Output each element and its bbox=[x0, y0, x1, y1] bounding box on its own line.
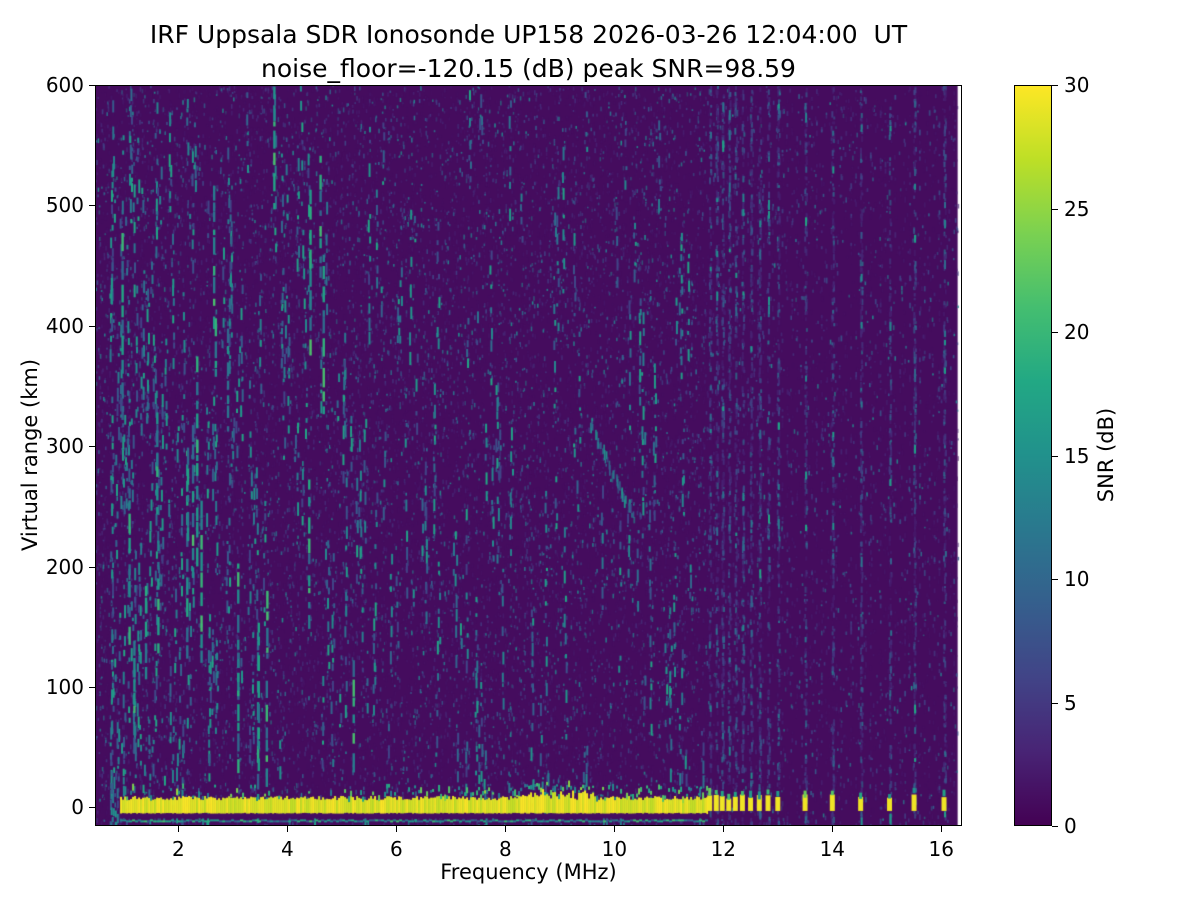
colorbar-tick-label: 15 bbox=[1064, 443, 1090, 468]
y-tick-mark bbox=[89, 807, 95, 809]
colorbar-tick-mark bbox=[1052, 826, 1058, 827]
x-tick-mark bbox=[614, 826, 616, 832]
ionogram-heatmap bbox=[95, 85, 962, 826]
y-tick-label: 100 bbox=[45, 674, 84, 699]
y-tick-label: 500 bbox=[45, 193, 84, 218]
x-tick-mark bbox=[396, 826, 398, 832]
x-tick-mark bbox=[505, 826, 507, 832]
x-tick-label: 4 bbox=[280, 837, 294, 861]
colorbar-tick-mark bbox=[1052, 579, 1058, 580]
y-tick-mark bbox=[89, 325, 95, 327]
colorbar-tick-label: 20 bbox=[1064, 320, 1090, 344]
y-tick-label: 400 bbox=[45, 313, 84, 338]
x-axis-label: Frequency (MHz) bbox=[440, 860, 617, 884]
x-tick-mark bbox=[178, 826, 180, 832]
colorbar-tick-label: 30 bbox=[1064, 73, 1090, 97]
x-tick-mark bbox=[287, 826, 289, 832]
colorbar-tick-mark bbox=[1052, 332, 1058, 333]
y-tick-label: 200 bbox=[45, 554, 84, 579]
colorbar-label: SNR (dB) bbox=[1094, 407, 1118, 503]
x-tick-mark bbox=[723, 826, 725, 832]
y-tick-mark bbox=[89, 85, 95, 86]
colorbar-tick-mark bbox=[1052, 455, 1058, 457]
colorbar-tick-label: 10 bbox=[1064, 567, 1090, 591]
x-tick-label: 6 bbox=[389, 837, 403, 861]
x-tick-label: 8 bbox=[498, 837, 512, 861]
y-tick-mark bbox=[89, 446, 95, 448]
y-axis-label: Virtual range (km) bbox=[18, 358, 42, 552]
colorbar-tick-mark bbox=[1052, 85, 1058, 86]
colorbar-tick-mark bbox=[1052, 702, 1058, 704]
colorbar bbox=[1014, 85, 1052, 826]
chart-title: IRF Uppsala SDR Ionosonde UP158 2026-03-… bbox=[149, 20, 908, 49]
chart-subtitle: noise_floor=-120.15 (dB) peak SNR=98.59 bbox=[261, 54, 796, 83]
x-tick-label: 12 bbox=[710, 837, 737, 861]
y-tick-label: 0 bbox=[71, 795, 84, 820]
x-tick-label: 14 bbox=[819, 837, 846, 861]
colorbar-tick-mark bbox=[1052, 208, 1058, 210]
colorbar-tick-label: 25 bbox=[1064, 196, 1090, 221]
x-tick-mark bbox=[941, 826, 943, 832]
y-tick-mark bbox=[89, 205, 95, 207]
x-tick-label: 16 bbox=[928, 837, 955, 861]
y-tick-label: 600 bbox=[45, 73, 84, 97]
y-tick-label: 300 bbox=[45, 434, 84, 459]
y-tick-mark bbox=[89, 686, 95, 688]
colorbar-tick-label: 5 bbox=[1064, 690, 1077, 715]
x-tick-label: 10 bbox=[601, 837, 628, 861]
y-tick-mark bbox=[89, 566, 95, 568]
x-tick-label: 2 bbox=[172, 837, 185, 861]
colorbar-tick-label: 0 bbox=[1064, 814, 1077, 838]
x-tick-mark bbox=[832, 826, 834, 832]
colorbar-gradient bbox=[1015, 86, 1051, 825]
